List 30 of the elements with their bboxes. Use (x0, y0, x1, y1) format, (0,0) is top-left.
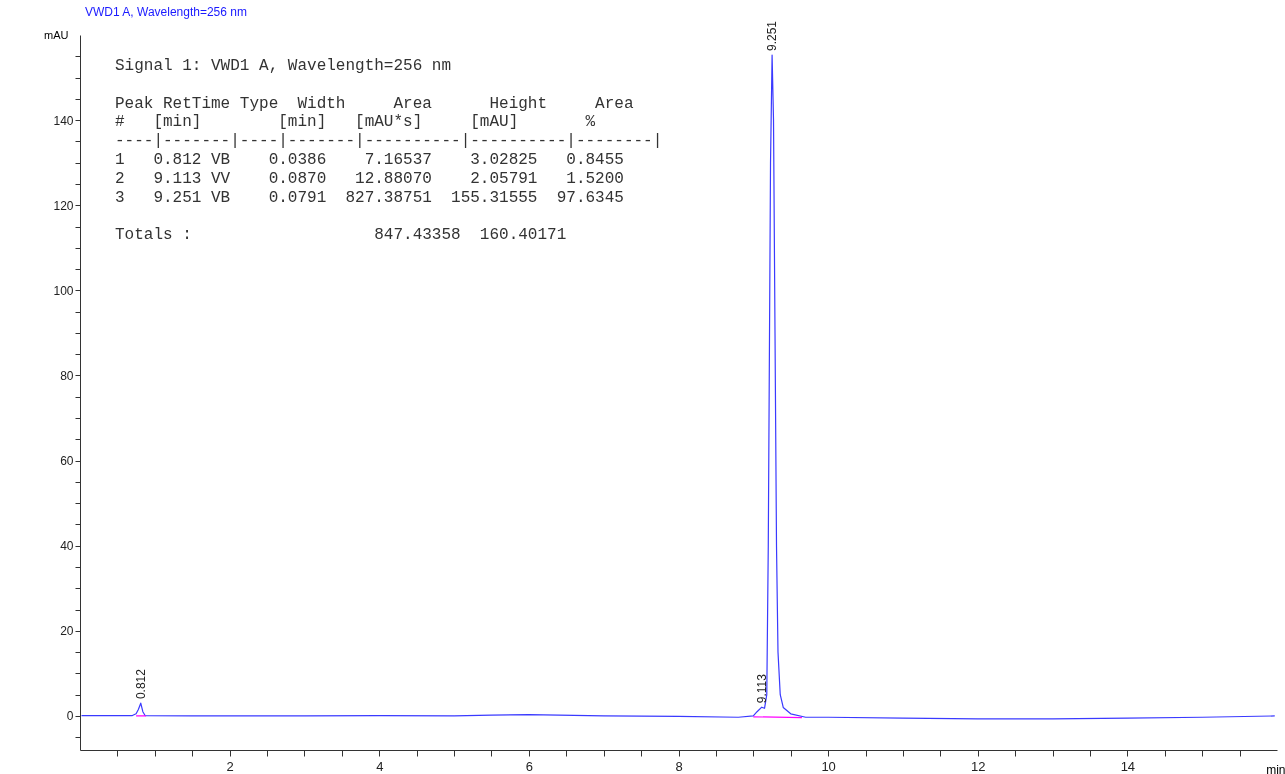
annotation: 9.251 (765, 20, 780, 51)
x-tick-label: 10 (821, 758, 836, 774)
x-tick-label: 4 (376, 758, 384, 774)
annotation: 3 9.251 VB 0.0791 827.38751 155.31555 97.6345 (115, 188, 624, 207)
annotation: Signal 1: VWD1 A, Wavelength=256 nm (115, 57, 452, 75)
y-tick-label: 20 (60, 624, 74, 639)
annotation: ----|-------|----|-------|----------|----------|--------| (115, 132, 663, 151)
annotation: 2 9.113 VV 0.0870 12.88070 2.05791 1.5200 (115, 169, 624, 188)
annotation: # [min] [min] [mAU*s] [mAU] % (115, 113, 596, 132)
chart-title: VWD1 A, Wavelength=256 nm (85, 5, 247, 19)
annotation: 9.113 (754, 673, 769, 704)
annotation: 0.812 (133, 668, 148, 700)
annotation: Peak RetTime Type Width Area Height Area (115, 94, 634, 113)
x-tick-label: 2 (226, 758, 234, 774)
annotation: Totals : 847.43358 160.40171 (115, 226, 567, 245)
y-tick-label: 80 (60, 368, 74, 383)
y-tick-label: 140 (53, 113, 74, 128)
x-tick-label: 12 (971, 758, 986, 774)
x-tick-label: 6 (525, 758, 533, 774)
line-series (80, 54, 1276, 720)
y-tick-label: 60 (60, 454, 74, 469)
y-tick-label: 40 (60, 539, 74, 554)
y-tick-label: 100 (53, 283, 74, 298)
x-tick-label: 8 (675, 758, 683, 774)
y-axis-title: mAU (44, 28, 69, 41)
x-axis-title: min (1266, 762, 1285, 774)
x-tick-label: 14 (1120, 758, 1136, 774)
y-tick-label: 120 (53, 198, 74, 213)
y-tick-label: 0 (66, 709, 74, 724)
annotation: 1 0.812 VB 0.0386 7.16537 3.02825 0.8455 (115, 151, 624, 169)
